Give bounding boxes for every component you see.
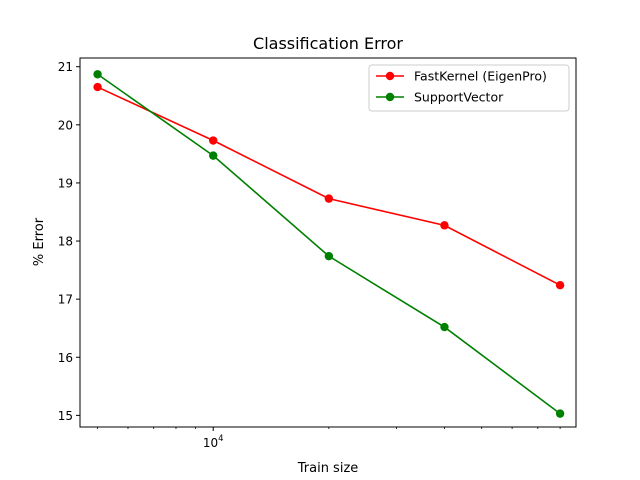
- legend-marker: [385, 92, 395, 102]
- x-axis: 104: [97, 427, 561, 450]
- series-1: [93, 70, 565, 418]
- y-tick-label: 19: [58, 176, 73, 190]
- y-axis-label: % Error: [32, 217, 47, 266]
- x-axis-label: Train size: [297, 461, 359, 476]
- data-point: [324, 194, 334, 203]
- x-tick-label: 104: [203, 434, 224, 450]
- legend-marker: [385, 71, 395, 81]
- legend: FastKernel (EigenPro) SupportVector: [368, 64, 570, 112]
- series-layer: [93, 70, 565, 418]
- y-axis: 15 16 17 18 19 20 21: [58, 60, 80, 423]
- legend-label: FastKernel (EigenPro): [414, 69, 547, 84]
- data-point: [324, 251, 334, 261]
- y-tick-label: 21: [58, 60, 73, 74]
- x-tick-label-exponent: 4: [218, 434, 223, 444]
- data-point: [555, 281, 565, 290]
- y-tick-label: 15: [58, 409, 73, 423]
- legend-frame: [368, 64, 570, 112]
- data-point: [93, 82, 102, 92]
- plot-frame: [79, 57, 577, 428]
- data-point: [209, 136, 218, 145]
- chart-title: Classification Error: [253, 34, 403, 53]
- data-point: [93, 70, 102, 79]
- x-tick-label-base: 10: [203, 436, 218, 450]
- y-tick-label: 16: [58, 351, 73, 365]
- y-tick-label: 20: [58, 118, 73, 132]
- y-tick-label: 17: [58, 293, 73, 307]
- data-point: [209, 151, 218, 160]
- legend-label: SupportVector: [414, 90, 504, 105]
- data-point: [440, 322, 449, 332]
- data-point: [555, 409, 565, 418]
- y-tick-label: 18: [58, 235, 73, 249]
- series-0: [93, 82, 565, 290]
- data-point: [440, 221, 449, 230]
